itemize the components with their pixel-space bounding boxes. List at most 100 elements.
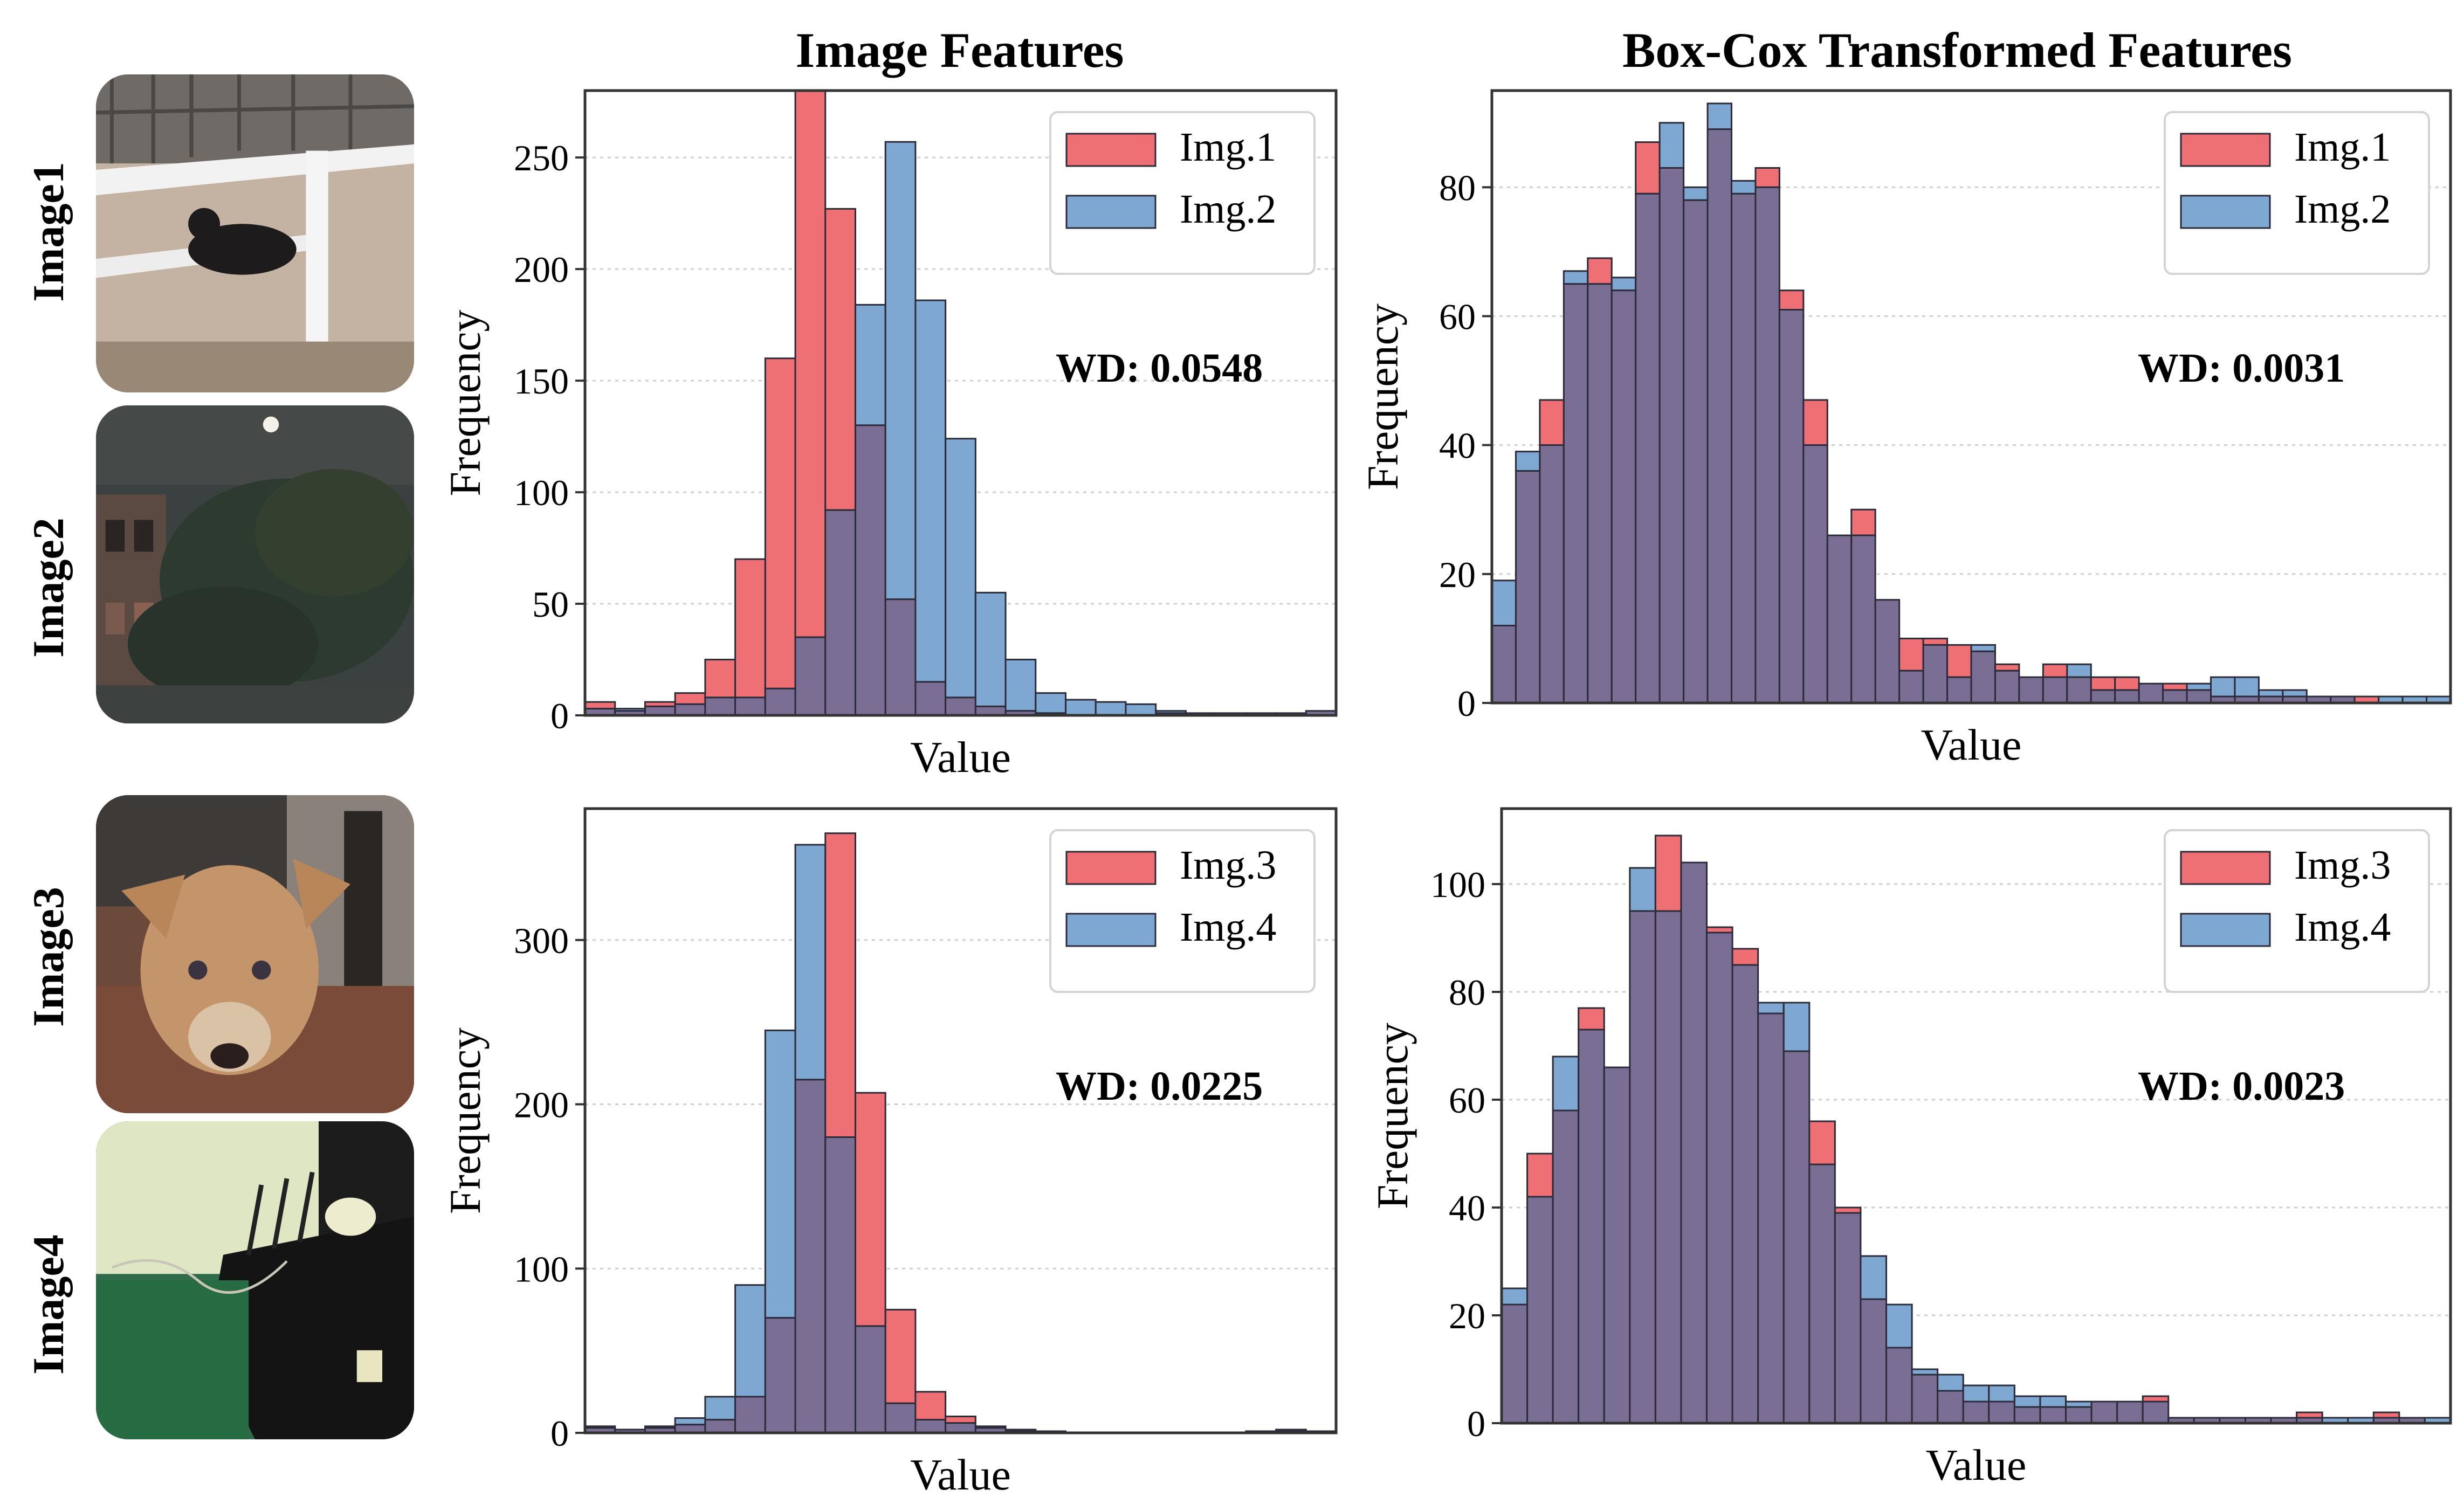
x-axis-label: Value <box>1926 1440 2027 1489</box>
legend-label: Img.4 <box>1180 905 1276 950</box>
bar-overlap-bin-17 <box>1898 670 1924 704</box>
bar-overlap-bin-5 <box>734 696 766 716</box>
bar-Img.2-bin-14 <box>1004 659 1037 712</box>
bar-overlap-bin-4 <box>704 696 737 716</box>
bar-overlap-bin-13 <box>1834 1212 1862 1424</box>
bar-overlap-bin-20 <box>1970 650 1996 704</box>
bar-overlap-bin-10 <box>1757 1012 1785 1424</box>
y-tick-label: 250 <box>514 137 569 178</box>
bar-Img.3-bin-3 <box>1578 1007 1605 1031</box>
bar-Img.1-bin-2 <box>1539 399 1565 446</box>
bar-Img.4-bin-20 <box>2013 1395 2041 1408</box>
x-axis-label: Value <box>910 733 1011 782</box>
bar-overlap-bin-11 <box>1754 186 1780 704</box>
bar-overlap-bin-7 <box>794 1079 827 1434</box>
bar-Img.2-bin-0 <box>1491 580 1517 627</box>
bar-overlap-bin-12 <box>1808 1163 1836 1424</box>
bar-overlap-bin-9 <box>1731 964 1759 1424</box>
bar-overlap-bin-23 <box>2042 676 2068 704</box>
bar-overlap-bin-10 <box>884 1402 917 1434</box>
bar-overlap-bin-12 <box>1778 309 1805 704</box>
bar-overlap-bin-15 <box>1885 1347 1913 1424</box>
bar-Img.1-bin-15 <box>1850 508 1876 536</box>
bar-overlap-bin-10 <box>1731 192 1757 704</box>
bar-Img.1-bin-23 <box>2042 663 2068 678</box>
bar-overlap-bin-23 <box>2090 1401 2118 1424</box>
bar-overlap-bin-2 <box>1552 1109 1580 1424</box>
legend-swatch-red <box>1065 133 1157 167</box>
bar-Img.1-bin-4 <box>704 659 737 699</box>
legend-label: Img.2 <box>2294 187 2391 232</box>
legend-swatch-blue <box>1065 195 1157 229</box>
bar-overlap-bin-11 <box>1782 1050 1811 1424</box>
bar-overlap-bin-26 <box>2114 689 2140 704</box>
bar-overlap-bin-5 <box>1629 910 1656 1424</box>
bar-Img.4-bin-3 <box>674 1417 706 1426</box>
bar-overlap-bin-20 <box>2013 1406 2041 1424</box>
bar-overlap-bin-14 <box>1826 534 1853 704</box>
bar-Img.3-bin-1 <box>1526 1153 1554 1198</box>
legend-label: Img.1 <box>1180 125 1276 170</box>
bar-Img.4-bin-7 <box>794 844 827 1081</box>
bar-Img.2-bin-18 <box>1125 703 1157 716</box>
bar-overlap-bin-8 <box>824 1136 856 1434</box>
bar-overlap-bin-28 <box>2162 689 2188 704</box>
bar-overlap-bin-6 <box>764 1317 796 1434</box>
bar-Img.3-bin-9 <box>854 1092 886 1327</box>
y-axis-label: Frequency <box>441 309 490 496</box>
bar-overlap-bin-19 <box>1988 1401 2015 1424</box>
bar-overlap-bin-21 <box>2039 1406 2067 1424</box>
y-axis-label: Frequency <box>1368 1023 1417 1209</box>
bar-overlap-bin-25 <box>2090 689 2116 704</box>
bar-Img.4-bin-5 <box>1629 867 1656 912</box>
y-tick-label: 0 <box>550 695 569 736</box>
column-title-box-cox: Box-Cox Transformed Features <box>1622 23 2292 78</box>
bar-overlap-bin-1 <box>1515 470 1541 704</box>
bar-Img.4-bin-0 <box>1501 1287 1529 1306</box>
bar-Img.3-bin-12 <box>1808 1120 1836 1165</box>
bar-overlap-bin-6 <box>764 687 796 716</box>
bar-Img.4-bin-6 <box>764 1029 796 1319</box>
bar-Img.1-bin-5 <box>734 558 766 699</box>
bar-overlap-bin-12 <box>945 696 976 716</box>
bar-overlap-bin-22 <box>2018 676 2044 704</box>
y-tick-label: 200 <box>514 1085 569 1126</box>
bar-Img.3-bin-9 <box>1731 948 1759 966</box>
y-axis-label: Frequency <box>441 1027 490 1214</box>
wd-annotation: WD: 0.0031 <box>2138 346 2345 391</box>
bar-Img.2-bin-20 <box>1970 644 1996 652</box>
bar-Img.2-bin-9 <box>1706 102 1733 130</box>
thumbnail-image4 <box>96 1121 414 1439</box>
wd-annotation: WD: 0.0548 <box>1056 346 1263 391</box>
bar-overlap-bin-25 <box>2142 1401 2170 1424</box>
y-tick-label: 80 <box>1439 167 1476 208</box>
bar-Img.1-bin-28 <box>2162 682 2188 691</box>
bar-overlap-bin-8 <box>1706 932 1733 1424</box>
bar-Img.2-bin-31 <box>2234 676 2260 698</box>
bar-Img.2-bin-24 <box>2066 663 2092 678</box>
bar-overlap-bin-0 <box>1491 625 1517 704</box>
y-tick-label: 300 <box>514 920 569 961</box>
bar-Img.2-bin-17 <box>1095 701 1127 716</box>
bar-Img.1-bin-7 <box>794 89 827 638</box>
bar-Img.1-bin-6 <box>764 357 796 689</box>
y-tick-label: 0 <box>1467 1403 1485 1444</box>
legend-swatch-blue <box>1065 913 1157 947</box>
wd-annotation: WD: 0.0023 <box>2138 1064 2345 1109</box>
bar-Img.1-bin-4 <box>1587 257 1613 285</box>
y-tick-label: 60 <box>1439 296 1476 337</box>
bar-overlap-bin-4 <box>704 1419 737 1434</box>
bar-overlap-bin-3 <box>1563 283 1589 704</box>
y-tick-label: 150 <box>514 361 569 402</box>
bar-overlap-bin-27 <box>2138 682 2164 704</box>
bar-overlap-bin-8 <box>1683 199 1709 704</box>
y-tick-label: 80 <box>1449 972 1485 1013</box>
bar-Img.2-bin-15 <box>1035 692 1067 714</box>
chart-panel-1: 0 50 100 150 200 250 Value Frequency WD: 0.0548 I… <box>441 89 1338 782</box>
legend-swatch-blue <box>2180 195 2271 229</box>
y-tick-label: 60 <box>1449 1080 1485 1121</box>
bar-overlap-bin-10 <box>884 598 917 716</box>
bar-overlap-bin-3 <box>1578 1029 1605 1424</box>
bar-Img.1-bin-12 <box>1778 289 1805 311</box>
bar-overlap-bin-7 <box>1658 167 1685 704</box>
